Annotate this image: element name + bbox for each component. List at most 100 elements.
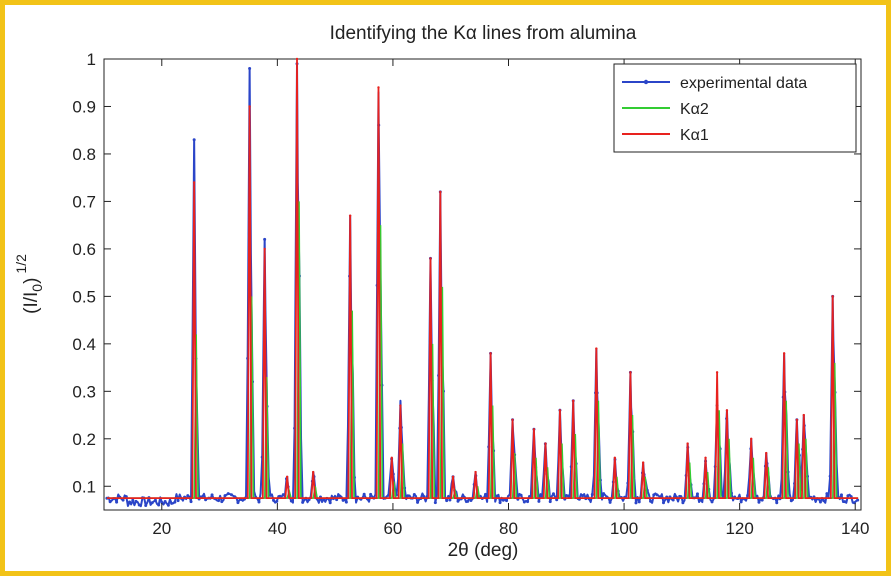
y-tick-label: 0.4 bbox=[72, 335, 96, 354]
experimental-point bbox=[108, 500, 112, 504]
experimental-point bbox=[289, 499, 293, 503]
ka1-peak-point bbox=[715, 371, 719, 374]
ticks-layer: 20 40 60 80 100 120 140 0.1 0.2 0.3 0.4 0.5 0.6 0.7 0.… bbox=[72, 50, 869, 538]
experimental-point bbox=[263, 237, 267, 241]
x-tick-label: 120 bbox=[725, 519, 753, 538]
ka1-peak-point bbox=[489, 352, 492, 355]
experimental-point bbox=[131, 498, 135, 502]
ka1-peak-point bbox=[192, 181, 196, 184]
experimental-point bbox=[144, 504, 148, 508]
ka1-peak-point bbox=[263, 247, 266, 251]
experimental-point bbox=[153, 498, 157, 502]
experimental-point bbox=[456, 499, 460, 503]
ka1-peak-point bbox=[348, 214, 352, 217]
ka1-peak-point bbox=[765, 451, 768, 455]
experimental-point bbox=[448, 498, 452, 502]
experimental-point bbox=[328, 501, 332, 505]
ka1-peak-point bbox=[285, 475, 289, 478]
experimental-point bbox=[498, 501, 502, 505]
experimental-point bbox=[551, 492, 555, 496]
experimental-point bbox=[789, 499, 793, 503]
experimental-point bbox=[173, 500, 177, 504]
experimental-point bbox=[406, 494, 410, 498]
x-tick-label: 60 bbox=[383, 519, 402, 538]
experimental-point bbox=[412, 493, 416, 496]
x-axis-title: 2θ (deg) bbox=[448, 540, 519, 561]
y-tick-label: 1 bbox=[87, 50, 96, 69]
experimental-point bbox=[671, 498, 675, 502]
experimental-point bbox=[695, 492, 699, 496]
experimental-point bbox=[134, 499, 138, 503]
experimental-point bbox=[281, 493, 285, 497]
experimental-point bbox=[257, 500, 261, 504]
experimental-point bbox=[121, 498, 125, 502]
experimental-point bbox=[634, 501, 638, 505]
series-experimental-line bbox=[106, 62, 859, 508]
experimental-point bbox=[275, 499, 279, 503]
experimental-point bbox=[170, 501, 174, 505]
ka1-peak-point bbox=[248, 105, 251, 108]
experimental-point bbox=[272, 498, 276, 502]
series-ka1-line bbox=[106, 58, 859, 500]
x-tick-label: 80 bbox=[499, 519, 518, 538]
experimental-point bbox=[505, 499, 509, 503]
ka1-peak-point bbox=[802, 413, 805, 417]
ka1-peak-point bbox=[750, 437, 753, 440]
legend-label-experimental: experimental data bbox=[680, 75, 807, 92]
experimental-point bbox=[822, 499, 826, 503]
experimental-point bbox=[137, 503, 141, 507]
experimental-point bbox=[362, 492, 366, 496]
experimental-point bbox=[746, 493, 750, 497]
ka1-peak-point bbox=[595, 347, 598, 350]
ka1-peak-point bbox=[686, 442, 689, 445]
experimental-point bbox=[526, 500, 530, 504]
experimental-point bbox=[192, 138, 196, 142]
legend: experimental data Kα2 Kα1 bbox=[613, 63, 857, 153]
experimental-point bbox=[223, 494, 227, 498]
experimental-point bbox=[268, 493, 272, 497]
experimental-point bbox=[519, 493, 523, 497]
experimental-point bbox=[217, 499, 221, 503]
experimental-point bbox=[739, 500, 743, 504]
experimental-point bbox=[220, 500, 224, 504]
experimental-point bbox=[128, 500, 132, 504]
ka1-peak-point bbox=[399, 404, 402, 407]
ka1-peak-point bbox=[782, 352, 786, 355]
y-tick-label: 0.3 bbox=[72, 382, 96, 401]
y-tick-label: 0.6 bbox=[72, 240, 96, 259]
ka1-peak-point bbox=[377, 86, 380, 89]
y-tick-label: 0.1 bbox=[72, 477, 96, 496]
experimental-point bbox=[608, 500, 612, 504]
ka1-peak-point bbox=[613, 456, 617, 459]
experimental-point bbox=[248, 66, 252, 70]
experimental-point bbox=[501, 498, 505, 502]
series-layer bbox=[105, 57, 860, 508]
experimental-point bbox=[338, 494, 342, 498]
experimental-point bbox=[344, 500, 348, 504]
experimental-point bbox=[495, 494, 499, 498]
ka1-peak-point bbox=[511, 418, 514, 421]
experimental-point bbox=[157, 503, 161, 507]
experimental-point bbox=[710, 500, 714, 504]
experimental-point bbox=[115, 500, 119, 504]
experimental-point bbox=[652, 493, 656, 497]
ka1-peak-point bbox=[704, 456, 707, 459]
ka1-peak-point bbox=[451, 475, 455, 478]
experimental-point bbox=[856, 498, 860, 502]
ka1-peak-point bbox=[429, 257, 432, 260]
experimental-point bbox=[484, 492, 487, 496]
experimental-point bbox=[681, 501, 685, 505]
experimental-point bbox=[757, 500, 761, 504]
experimental-point bbox=[301, 500, 305, 504]
experimental-point bbox=[416, 500, 420, 504]
experimental-point bbox=[581, 494, 585, 498]
experimental-point bbox=[818, 500, 822, 504]
experimental-point bbox=[469, 499, 473, 502]
legend-label-ka1: Kα1 bbox=[680, 127, 709, 144]
experimental-point bbox=[637, 500, 641, 504]
ka1-peak-point bbox=[572, 399, 575, 403]
experimental-point bbox=[204, 498, 208, 502]
experimental-point bbox=[846, 494, 850, 498]
experimental-point bbox=[229, 493, 233, 497]
